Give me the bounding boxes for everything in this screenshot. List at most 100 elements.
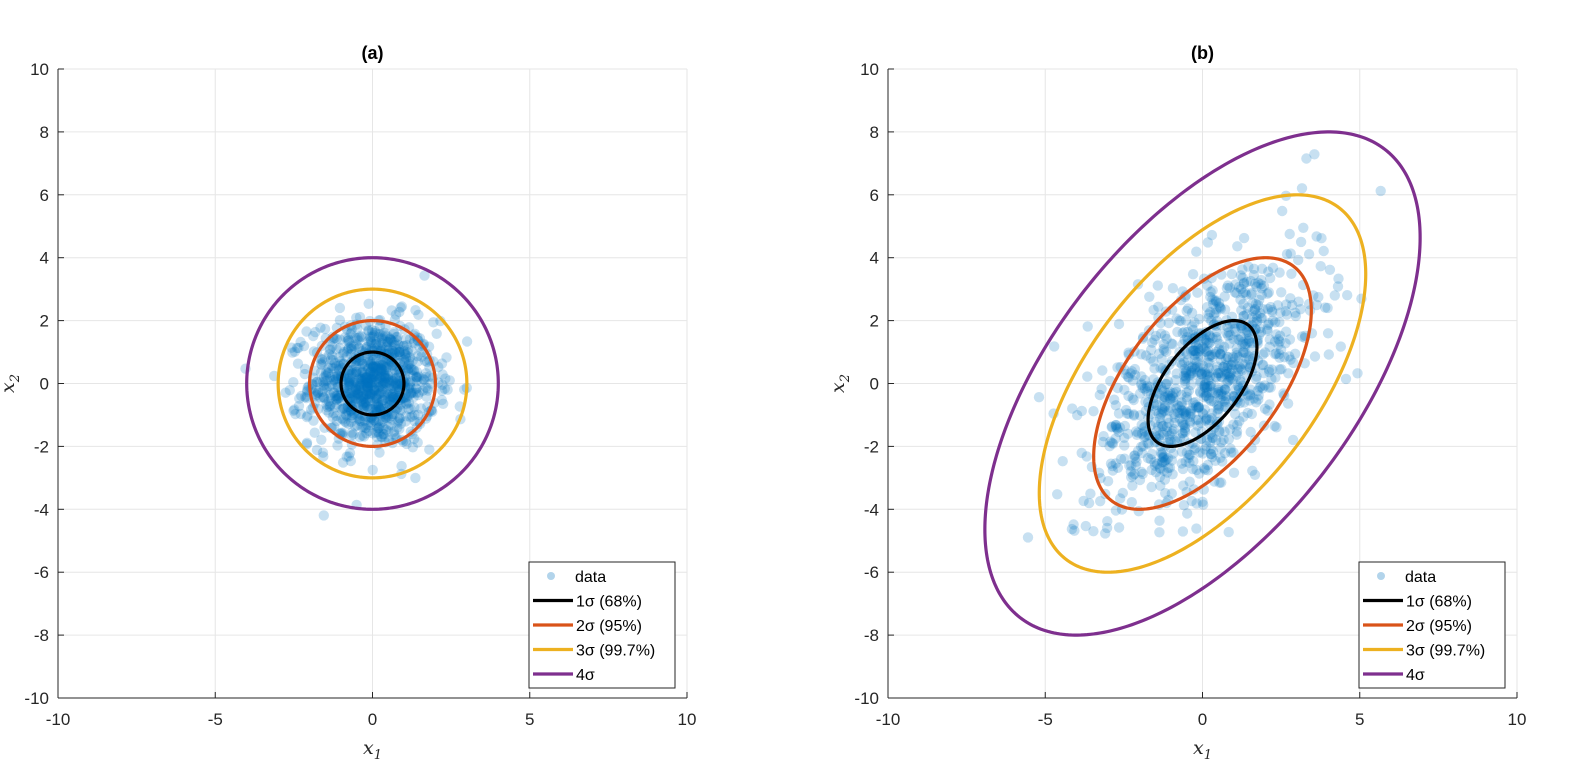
data-point [1242,302,1254,313]
data-point [1146,481,1157,493]
data-point [411,383,422,394]
data-point [409,416,420,427]
data-point [321,399,332,410]
data-point [362,388,373,400]
data-point [1233,281,1245,293]
data-point [1193,414,1204,425]
data-point [1219,360,1231,371]
chart-title: (b) [1191,43,1214,63]
data-point [394,423,405,435]
data-point [1322,328,1334,339]
data-point [360,377,371,388]
data-point [1252,299,1264,311]
data-point [341,410,352,421]
data-point [1137,447,1148,459]
data-point [373,383,384,394]
data-point [1222,362,1233,374]
data-point [383,373,394,384]
data-point [1204,371,1216,382]
data-point [346,367,358,378]
data-point [364,333,376,344]
data-point [1241,327,1252,338]
data-point [358,393,369,405]
data-point [384,378,395,389]
data-point [1333,273,1344,284]
data-point [370,400,382,411]
data-point [392,380,403,391]
data-point [340,409,352,420]
data-point [1283,368,1294,379]
data-point [1236,365,1248,376]
data-point [1150,330,1162,342]
legend-label-data: data [1405,569,1436,586]
data-point [356,373,368,384]
y-tick-label: -4 [864,500,879,519]
data-point [376,359,387,371]
data-point [396,460,407,472]
data-point [1157,457,1168,468]
data-point [361,381,373,393]
data-point [1151,399,1162,411]
data-point [376,386,387,397]
data-point [1159,405,1170,417]
data-point [386,391,397,402]
data-point [347,392,358,404]
data-point [1215,355,1227,366]
data-point [358,358,369,370]
data-point [1187,463,1198,475]
data-point [382,387,393,398]
data-point [1138,422,1149,433]
data-point [1082,321,1093,332]
data-point [373,423,384,434]
data-point [1322,302,1333,314]
data-point [1207,294,1218,305]
data-point [1174,433,1186,444]
data-point [1161,346,1172,357]
data-point [345,388,356,399]
data-point [1162,390,1174,401]
data-point [355,355,366,366]
data-point [1191,464,1202,476]
data-point [342,335,353,347]
data-point [1190,400,1202,411]
data-point [1181,332,1193,343]
data-point [376,375,388,387]
data-point [378,390,390,401]
data-point [312,387,323,398]
data-point [380,392,391,404]
data-point [373,376,385,388]
data-point [1237,339,1248,350]
data-point [388,391,399,403]
data-point [383,412,394,424]
data-point [1233,333,1244,345]
data-point [378,378,389,389]
data-point [1238,311,1249,322]
data-point [409,402,420,413]
data-point [388,426,400,437]
data-point [1159,391,1171,403]
data-point [394,378,405,389]
data-point [390,373,401,384]
data-point [359,372,371,384]
data-point [355,380,366,392]
data-point [403,355,415,367]
data-point [1248,393,1259,404]
data-point [331,415,342,427]
data-point [343,451,354,462]
data-point [1201,434,1213,446]
data-point [1222,321,1233,333]
x-axis-label: x1 [1193,737,1212,763]
data-point [378,423,389,434]
data-point [365,417,377,428]
data-point [1199,464,1211,475]
data-point [436,394,447,406]
data-point [1215,348,1226,359]
data-point [1247,465,1258,476]
data-point [1192,343,1204,354]
data-point [370,338,382,350]
y-tick-label: 8 [870,123,879,142]
legend-label-2: 2σ (95%) [576,618,642,635]
data-point [411,387,422,398]
data-point [380,370,391,381]
data-point [358,397,370,408]
